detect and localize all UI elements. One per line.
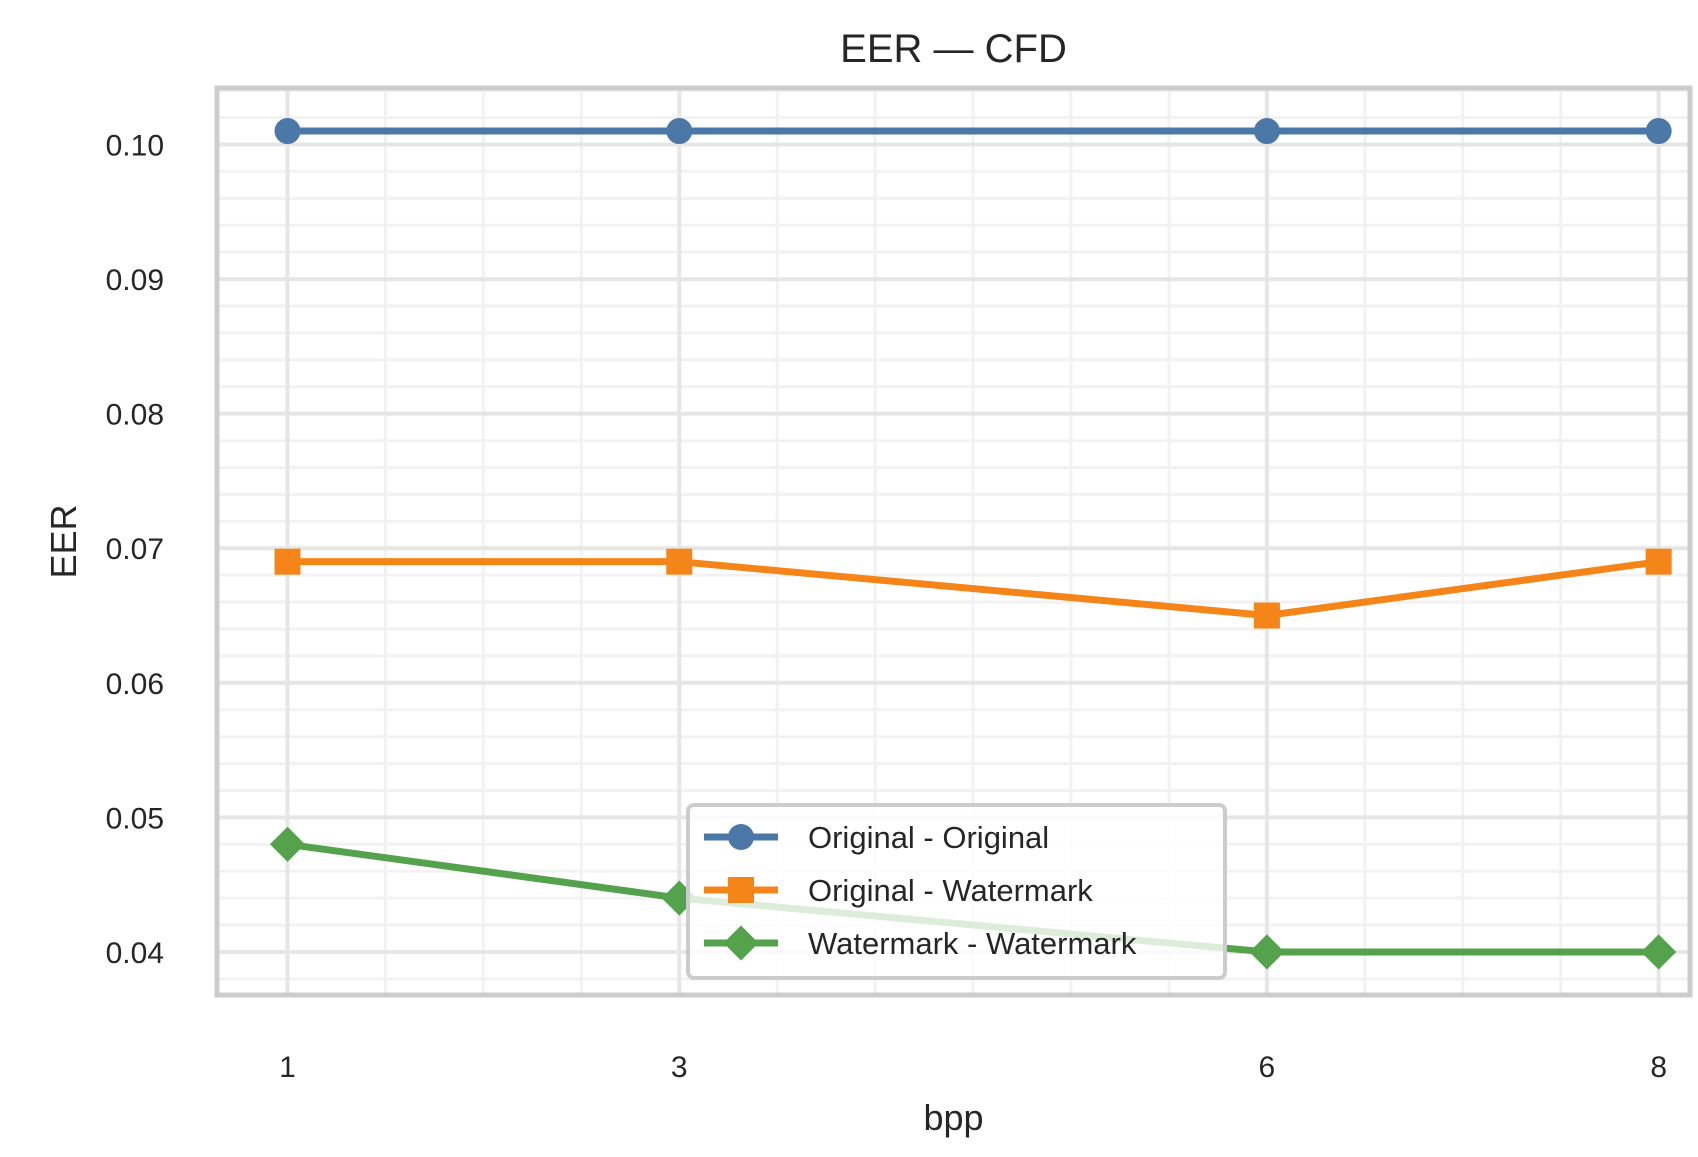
chart-title: EER — CFD bbox=[840, 27, 1067, 71]
legend-item: Original - Watermark bbox=[704, 873, 1093, 908]
data-point-diamond bbox=[723, 925, 759, 961]
data-point-diamond bbox=[1249, 934, 1285, 970]
data-point-square bbox=[666, 548, 693, 575]
y-tick-labels: 0.04 0.05 0.06 0.07 0.08 0.09 0.10 bbox=[106, 130, 164, 970]
data-point-square bbox=[728, 877, 754, 903]
data-point-square bbox=[274, 548, 301, 575]
x-tick-label: 6 bbox=[1259, 1051, 1276, 1084]
data-point-circle bbox=[666, 118, 693, 145]
series-original-watermark bbox=[274, 548, 1672, 629]
legend-item: Watermark - Watermark bbox=[704, 925, 1137, 961]
legend-item: Original - Original bbox=[704, 820, 1049, 855]
series-layer bbox=[269, 118, 1677, 970]
y-tick-label: 0.09 bbox=[106, 264, 164, 297]
y-tick-label: 0.06 bbox=[106, 668, 164, 701]
y-axis-label: EER bbox=[43, 504, 84, 578]
data-point-diamond bbox=[1641, 934, 1677, 970]
x-tick-label: 3 bbox=[671, 1051, 688, 1084]
series-line bbox=[287, 558, 1660, 620]
plot-frame bbox=[214, 85, 1693, 998]
data-point-circle bbox=[1645, 118, 1672, 145]
x-tick-labels: 1 3 6 8 bbox=[279, 1051, 1667, 1084]
data-point-circle bbox=[1253, 118, 1280, 145]
legend: Original - Original Original - Watermark W… bbox=[686, 803, 1227, 980]
legend-label: Watermark - Watermark bbox=[808, 926, 1137, 961]
y-tick-label: 0.05 bbox=[106, 802, 164, 835]
data-point-circle bbox=[274, 118, 301, 145]
data-point-diamond bbox=[269, 826, 306, 862]
data-point-circle bbox=[728, 824, 754, 850]
y-tick-label: 0.04 bbox=[106, 937, 164, 970]
x-tick-label: 8 bbox=[1650, 1051, 1667, 1084]
y-tick-label: 0.08 bbox=[106, 399, 164, 432]
data-point-square bbox=[1645, 548, 1672, 575]
y-tick-label: 0.07 bbox=[106, 533, 164, 566]
y-tick-label: 0.10 bbox=[106, 130, 164, 163]
data-point-square bbox=[1253, 602, 1280, 629]
legend-label: Original - Original bbox=[808, 820, 1049, 855]
legend-label: Original - Watermark bbox=[808, 873, 1093, 908]
x-tick-label: 1 bbox=[279, 1051, 296, 1084]
series-original-original bbox=[274, 118, 1672, 145]
x-axis-label: bpp bbox=[923, 1097, 983, 1138]
legend-box bbox=[686, 803, 1227, 980]
